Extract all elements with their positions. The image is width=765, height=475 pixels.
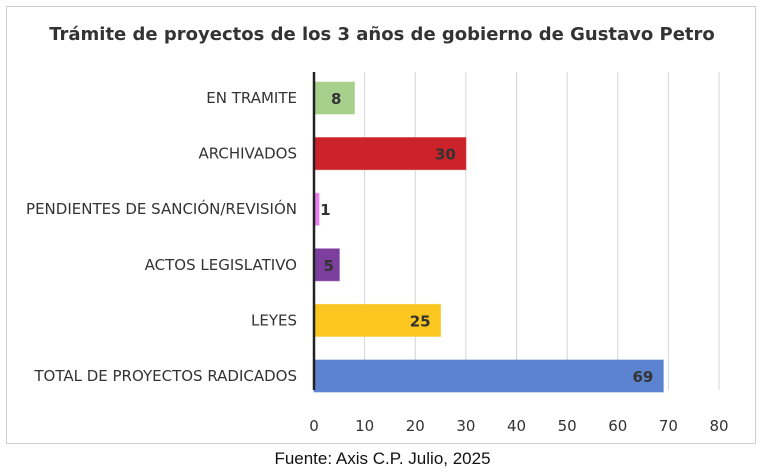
category-label: PENDIENTES DE SANCIÓN/REVISIÓN	[26, 199, 297, 218]
chart-title: Trámite de proyectos de los 3 años de go…	[49, 24, 715, 45]
x-tick-label: 50	[558, 417, 577, 435]
x-tick-label: 20	[406, 417, 425, 435]
category-label: ARCHIVADOS	[198, 145, 297, 163]
bar	[313, 137, 467, 171]
data-label: 30	[435, 146, 456, 164]
x-tick-label: 10	[355, 417, 374, 435]
bar	[313, 81, 355, 115]
data-label: 5	[323, 257, 333, 275]
x-tick-label: 80	[709, 417, 728, 435]
bar	[313, 248, 340, 282]
source-caption: Fuente: Axis C.P. Julio, 2025	[274, 449, 491, 468]
category-label: TOTAL DE PROYECTOS RADICADOS	[33, 367, 297, 385]
x-tick-label: 60	[608, 417, 627, 435]
x-tick-label: 30	[456, 417, 475, 435]
bar	[313, 359, 664, 393]
bars	[313, 81, 664, 393]
category-label: LEYES	[251, 311, 297, 329]
x-tick-label: 0	[309, 417, 319, 435]
data-label: 1	[320, 201, 330, 219]
x-tick-label: 40	[507, 417, 526, 435]
gridlines	[364, 72, 720, 390]
category-label: ACTOS LEGISLATIVO	[145, 256, 297, 274]
x-tick-label: 70	[659, 417, 678, 435]
data-label: 8	[331, 90, 341, 108]
labels: 0 10 20 30 40 50 60 70 80 EN TRAMITE 8 ARCHIVADOS 30…	[26, 89, 729, 435]
category-label: EN TRAMITE	[206, 89, 297, 107]
bar-chart: Trámite de proyectos de los 3 años de go…	[26, 24, 729, 435]
data-label: 69	[632, 368, 653, 386]
data-label: 25	[410, 312, 431, 330]
